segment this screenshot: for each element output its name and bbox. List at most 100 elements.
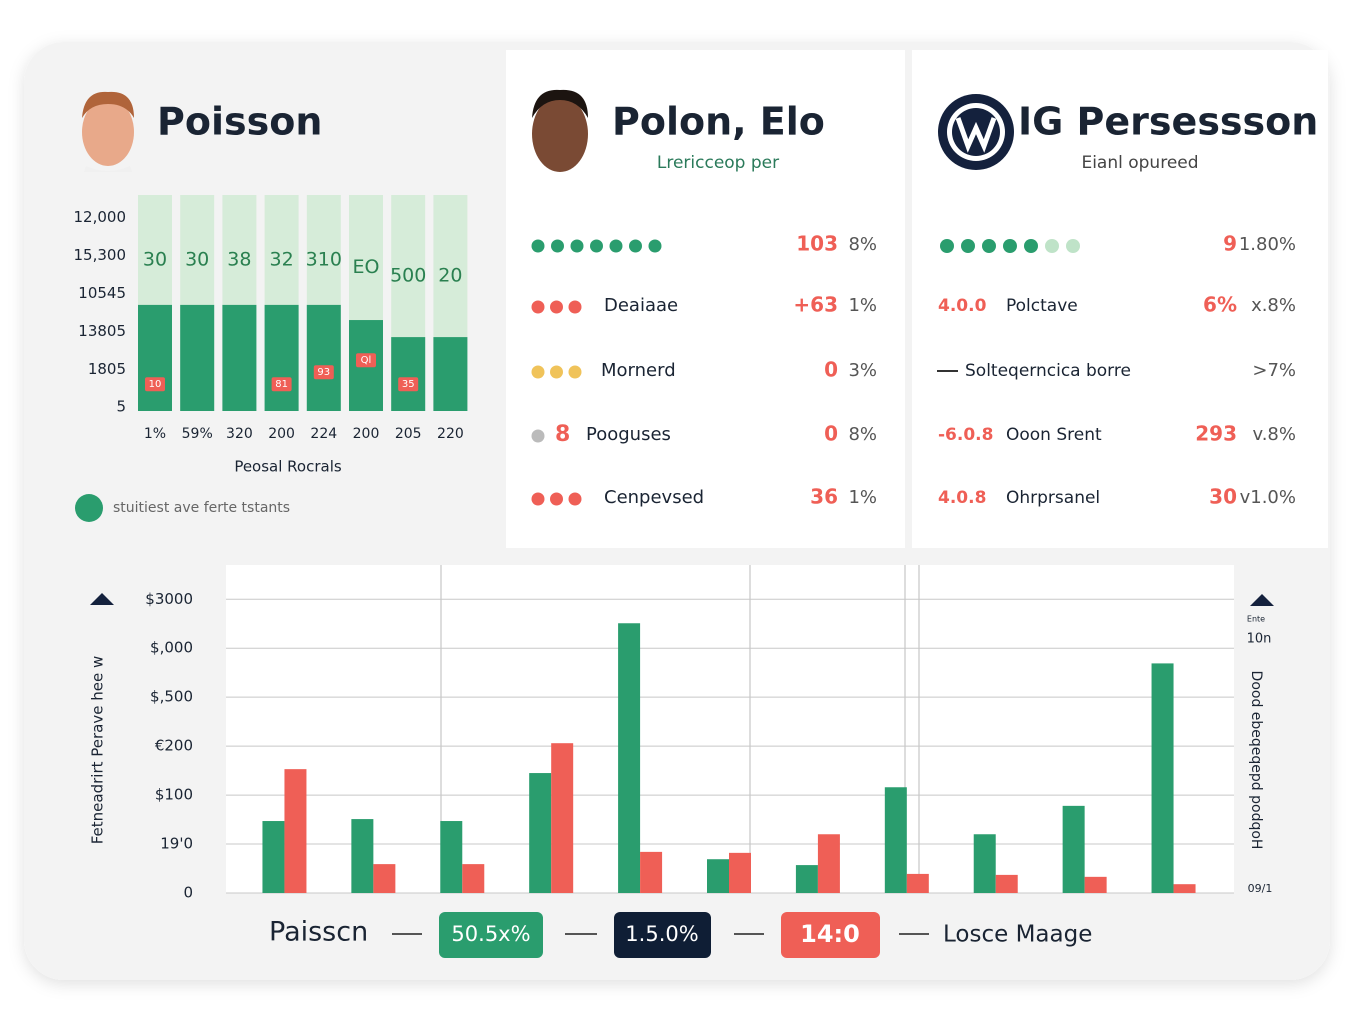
row-label: Cenpevsed xyxy=(604,487,704,508)
logo xyxy=(938,94,1014,170)
badge xyxy=(271,377,292,392)
badge-label: 93 xyxy=(317,367,330,378)
badge xyxy=(356,353,376,368)
y-tick-label: 13805 xyxy=(78,322,126,340)
y-tick-label: 15,300 xyxy=(74,246,127,264)
avatar xyxy=(82,91,134,172)
row-value: 36 xyxy=(810,485,838,509)
status-dot xyxy=(629,239,642,253)
bar xyxy=(138,304,172,411)
bar-label: 20 xyxy=(438,265,462,287)
status-dot xyxy=(570,239,584,253)
bar xyxy=(264,304,299,411)
badge-label: Ql xyxy=(361,355,372,366)
status-dot xyxy=(531,300,545,314)
footer-label: Paisscn xyxy=(269,917,368,948)
status-dot xyxy=(940,239,954,253)
row-badge: 8 xyxy=(555,422,570,447)
bar-label: EO xyxy=(353,256,380,278)
status-dot xyxy=(590,239,603,253)
bar xyxy=(284,769,307,893)
y-tick-label: $,000 xyxy=(150,639,193,657)
row-value: 30 xyxy=(1209,485,1237,509)
bar xyxy=(817,834,840,893)
bar xyxy=(351,819,374,893)
status-dot xyxy=(550,492,563,506)
bar xyxy=(995,874,1018,893)
row-label: Pooguses xyxy=(586,424,671,445)
bar-label: 500 xyxy=(390,265,426,287)
bar xyxy=(306,304,341,411)
bar-label: 310 xyxy=(306,248,342,270)
row-pct: 3% xyxy=(848,360,877,381)
pill-label: 1.5.0% xyxy=(625,922,698,946)
bar xyxy=(529,773,552,893)
row-pct: >7% xyxy=(1252,360,1296,381)
y-tick-label: 10545 xyxy=(78,284,126,302)
bar xyxy=(222,304,257,411)
badge xyxy=(398,377,419,392)
bar xyxy=(1151,663,1174,893)
row-pct: v1.0% xyxy=(1240,487,1296,508)
y-tick-label: 5 xyxy=(116,398,126,416)
x-tick-label: 220 xyxy=(437,426,464,442)
bar xyxy=(433,337,468,411)
x-tick-label: 224 xyxy=(310,426,337,442)
x-tick-label: 200 xyxy=(268,426,295,442)
bar-label: 38 xyxy=(227,248,251,270)
x-tick-label: 59% xyxy=(182,426,213,442)
row-pct: 8% xyxy=(848,234,877,255)
y-tick-label: 12,000 xyxy=(74,208,127,226)
badge-label: 10 xyxy=(149,379,162,390)
status-dot xyxy=(1024,239,1038,253)
arrow xyxy=(90,593,114,605)
subtitle: Lrericceop per xyxy=(657,153,779,173)
status-dot xyxy=(568,365,582,379)
bar xyxy=(973,834,996,893)
badge xyxy=(145,377,165,392)
y-tick-label: 1805 xyxy=(88,360,126,378)
status-dot xyxy=(568,300,582,314)
pill-label: 50.5x% xyxy=(451,922,530,946)
pill xyxy=(439,912,543,958)
row-label: Polctave xyxy=(1006,296,1078,316)
row-prefix: 4.0.8 xyxy=(938,488,986,508)
status-dot xyxy=(648,239,662,253)
right-label: 09/1 xyxy=(1248,882,1273,895)
bar xyxy=(884,787,907,893)
legend-dot xyxy=(75,494,103,522)
status-dot xyxy=(1045,239,1059,253)
badge xyxy=(313,365,334,380)
x-axis-label: Peosal Rocrals xyxy=(234,458,342,476)
row-prefix: 4.0.0 xyxy=(938,296,987,316)
status-dot xyxy=(531,239,545,253)
y-tick-label: €200 xyxy=(155,737,193,755)
bar xyxy=(1173,884,1196,893)
subtitle: Eianl opureed xyxy=(1081,153,1198,173)
title: Polon, Elo xyxy=(612,100,825,144)
status-dot xyxy=(550,365,563,379)
status-dot xyxy=(551,239,564,253)
bar xyxy=(262,821,285,893)
badge-label: 81 xyxy=(275,379,288,390)
status-dot xyxy=(550,300,563,314)
legend-label: stuitiest ave ferte tstants xyxy=(113,500,290,516)
status-dot xyxy=(982,239,996,253)
status-dot xyxy=(531,365,545,379)
y-tick-label: 0 xyxy=(183,884,193,902)
bar xyxy=(707,859,729,893)
bar xyxy=(1062,805,1085,893)
y2-axis-label: Dood ebeqeqepd podqoH xyxy=(1248,671,1264,850)
bar xyxy=(795,865,818,893)
row-label: Solteqerncica borre xyxy=(965,361,1131,381)
status-dot xyxy=(961,239,975,253)
bar-label: 30 xyxy=(143,248,167,270)
title: IG Persessson xyxy=(1018,100,1318,144)
row-value: 0 xyxy=(824,358,838,382)
status-dot xyxy=(1066,239,1080,253)
footer-label: Losce Maage xyxy=(943,922,1092,948)
pill-label: 14:0 xyxy=(800,920,860,948)
y-axis-label: Fetneadrirt Perave hee w xyxy=(89,656,107,845)
